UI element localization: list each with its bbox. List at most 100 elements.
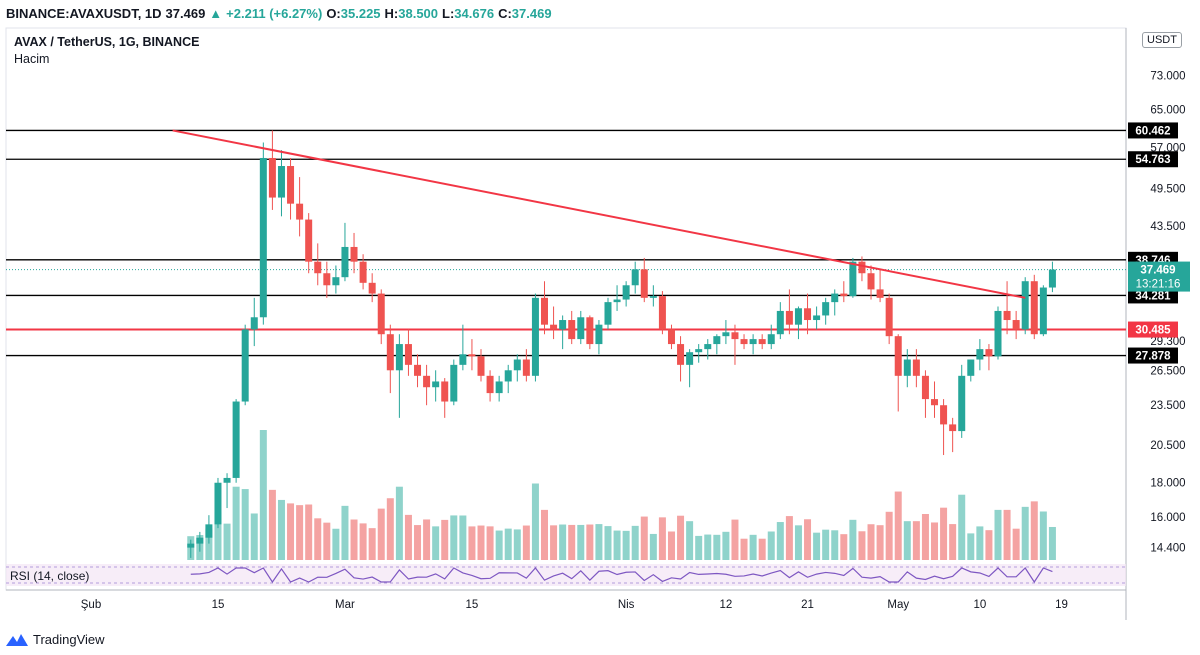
- candle-body: [840, 293, 848, 297]
- volume-bar: [767, 531, 775, 560]
- candle-body: [949, 424, 957, 432]
- time-tick-label: Mar: [335, 599, 355, 611]
- candle-body: [713, 336, 721, 345]
- symbol-name[interactable]: BINANCE:AVAXUSDT, 1D: [6, 5, 162, 21]
- volume-bar: [994, 509, 1002, 560]
- candle-body: [250, 317, 258, 330]
- volume-bar: [776, 522, 784, 560]
- volume-bar: [921, 514, 929, 560]
- candle-body: [831, 293, 839, 303]
- volume-bar: [531, 483, 539, 560]
- candle-body: [940, 405, 948, 425]
- candle-body: [468, 354, 476, 357]
- volume-bar: [622, 530, 630, 560]
- volume-bar: [631, 525, 639, 560]
- candle-body: [1003, 310, 1011, 321]
- high-value: 38.500: [398, 5, 439, 21]
- volume-bar: [758, 538, 766, 560]
- volume-bar: [404, 514, 412, 560]
- volume-bar: [504, 528, 512, 560]
- tradingview-logo-icon: [6, 634, 28, 646]
- candle-body: [731, 332, 739, 340]
- price-tick-label: 16.000: [1150, 512, 1185, 524]
- low-label: L:: [442, 5, 455, 21]
- volume-bar: [849, 519, 857, 560]
- candle-body: [976, 349, 984, 360]
- volume-bar: [794, 525, 802, 560]
- volume-bar: [332, 528, 340, 560]
- price-chart[interactable]: 73.00065.00057.00049.50043.50029.30026.5…: [0, 26, 1200, 628]
- candle-body: [559, 320, 567, 330]
- last-price: 37.469: [165, 5, 206, 21]
- volume-bar: [541, 509, 548, 560]
- volume-bar: [958, 494, 966, 560]
- countdown-label: 13:21:16: [1136, 279, 1181, 291]
- volume-bar: [840, 534, 848, 560]
- volume-bar: [704, 534, 712, 560]
- trendline: [172, 129, 1026, 299]
- volume-bar: [386, 498, 394, 560]
- candle-body: [804, 308, 812, 321]
- volume-bar: [232, 486, 240, 560]
- currency-badge[interactable]: USDT: [1142, 32, 1182, 48]
- tradingview-brand[interactable]: TradingView: [33, 631, 105, 647]
- volume-bar: [931, 522, 939, 560]
- volume-bar: [323, 522, 331, 560]
- symbol-header: BINANCE:AVAXUSDT, 1D 37.469 ▲ +2.211 (+6…: [0, 0, 1200, 26]
- volume-bar: [341, 505, 349, 560]
- candle-body: [858, 261, 866, 274]
- volume-bar: [468, 526, 476, 560]
- candle-body: [259, 157, 267, 318]
- volume-bar: [477, 525, 485, 560]
- candle-body: [568, 320, 576, 340]
- candle-body: [395, 344, 403, 371]
- chart-area[interactable]: 73.000 65.000 57.000 49.500 43.500 29.300 26.5…: [0, 26, 1200, 628]
- time-tick-label: 15: [466, 599, 479, 611]
- candle-body: [1012, 320, 1020, 330]
- volume-bar: [858, 531, 866, 560]
- candle-body: [268, 157, 276, 198]
- candle-body: [758, 339, 766, 345]
- candle-body: [622, 285, 630, 300]
- volume-bar: [459, 515, 467, 560]
- candle-body: [1039, 287, 1047, 335]
- candle-body: [985, 349, 993, 357]
- candle-body: [577, 317, 585, 340]
- volume-bar: [822, 529, 830, 560]
- volume-bar: [277, 499, 285, 560]
- candle-body: [740, 339, 748, 345]
- candle-body: [885, 297, 893, 337]
- candle-body: [486, 375, 494, 394]
- price-tick-label: 43.500: [1150, 221, 1185, 233]
- volume-bar: [395, 486, 403, 560]
- level-price-tag: [1128, 151, 1178, 168]
- candle-body: [513, 359, 521, 371]
- close-label: C:: [498, 5, 512, 21]
- volume-bar: [804, 519, 812, 560]
- volume-bar: [985, 530, 993, 560]
- volume-bar: [568, 524, 576, 560]
- open-value: 35.225: [340, 5, 381, 21]
- candle-body: [404, 344, 412, 365]
- pair-legend: AVAX / TetherUS, 1G, BINANCE: [14, 35, 200, 49]
- candle-body: [296, 203, 304, 220]
- volume-bar: [949, 524, 957, 560]
- candle-body: [794, 308, 802, 325]
- candle-body: [350, 246, 358, 262]
- time-tick-label: Nis: [618, 599, 635, 611]
- candle-body: [441, 381, 449, 402]
- volume-bar: [214, 512, 222, 560]
- volume-bar: [595, 524, 603, 560]
- volume-bar: [1048, 526, 1056, 560]
- volume-bar: [1039, 511, 1047, 560]
- candle-body: [903, 359, 911, 376]
- volume-bar: [912, 521, 920, 560]
- price-tick-label: 23.500: [1150, 400, 1185, 412]
- candle-body: [432, 381, 440, 388]
- volume-bar: [667, 531, 675, 560]
- candle-body: [423, 375, 431, 388]
- volume-bar: [223, 523, 231, 560]
- volume-bar: [894, 491, 902, 560]
- candle-body: [912, 359, 920, 376]
- candle-body: [277, 166, 285, 198]
